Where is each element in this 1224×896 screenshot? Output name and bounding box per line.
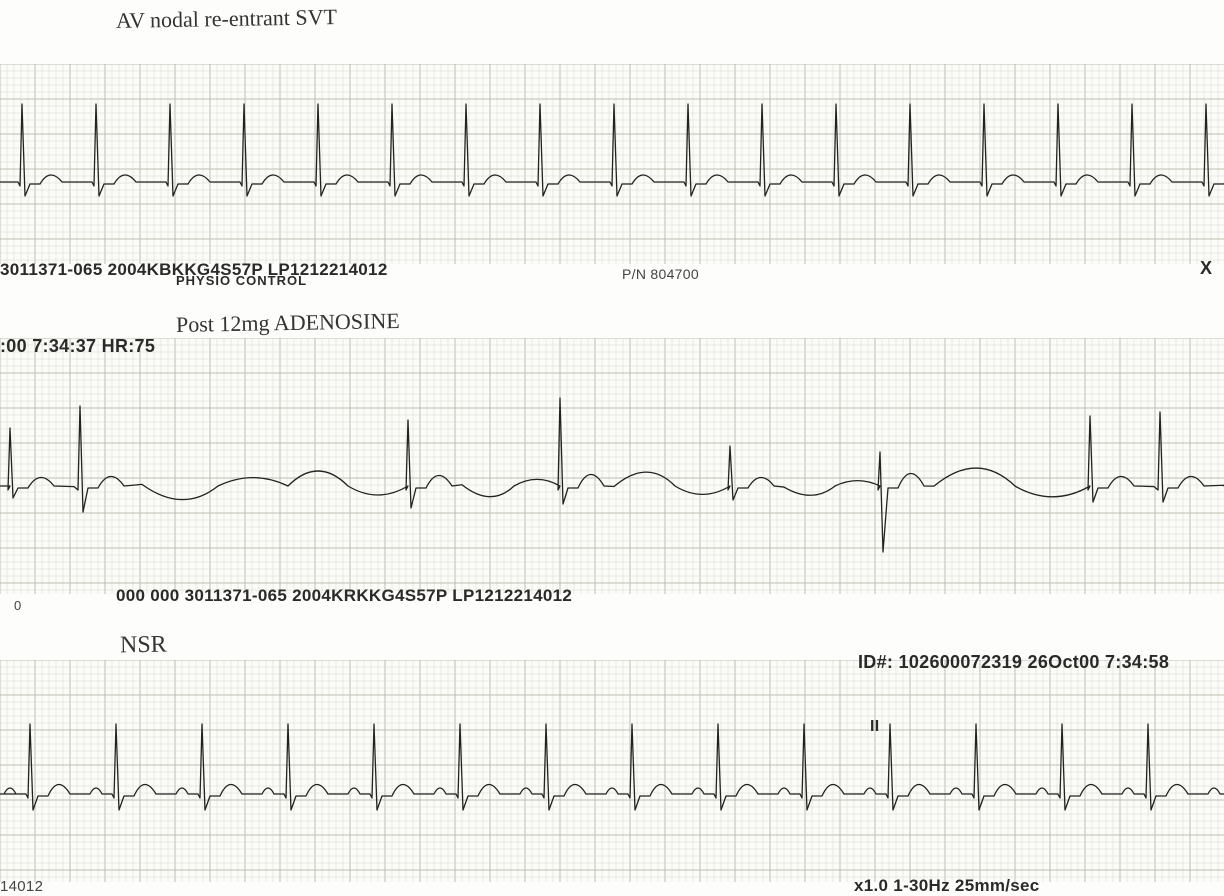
part-number: P/N 804700 — [622, 266, 699, 282]
footer-scale: x1.0 1-30Hz 25mm/sec — [854, 876, 1040, 896]
handwritten-post-adenosine: Post 12mg ADENOSINE — [176, 308, 400, 338]
x-mark: X — [1200, 258, 1212, 279]
ecg-page: { "page": { "width": 1224, "height": 896… — [0, 0, 1224, 896]
footer-left-num: 14012 — [0, 878, 43, 895]
zero-mark: 0 — [14, 598, 22, 613]
handwritten-nsr: NSR — [120, 632, 167, 660]
lead-ii-marker: II — [870, 718, 880, 736]
serial-strip2: 000 000 3011371-065 2004KRKKG4S57P LP121… — [116, 586, 572, 606]
ecg-strip2 — [0, 338, 1224, 594]
ecg-strip3 — [0, 660, 1224, 882]
physio-control-label: PHYSIO CONTROL — [176, 273, 307, 288]
handwritten-diagnosis-top: AV nodal re-entrant SVT — [116, 4, 337, 34]
patient-id-line: ID#: 102600072319 26Oct00 7:34:58 — [858, 652, 1169, 673]
ecg-strip1 — [0, 64, 1224, 264]
timestamp-hr: :00 7:34:37 HR:75 — [0, 336, 155, 357]
